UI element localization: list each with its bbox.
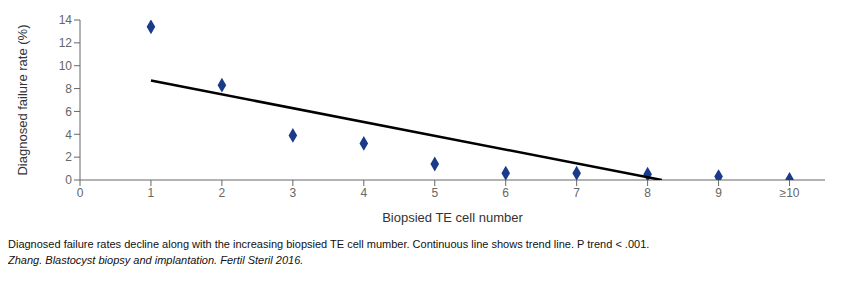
svg-text:2: 2 bbox=[65, 150, 72, 164]
svg-text:12: 12 bbox=[59, 36, 73, 50]
svg-text:Biopsied TE cell number: Biopsied TE cell number bbox=[382, 210, 523, 225]
svg-text:2: 2 bbox=[219, 186, 226, 200]
svg-text:4: 4 bbox=[360, 186, 367, 200]
svg-text:6: 6 bbox=[65, 105, 72, 119]
svg-text:5: 5 bbox=[431, 186, 438, 200]
svg-text:≥10: ≥10 bbox=[780, 186, 800, 200]
svg-text:0: 0 bbox=[77, 186, 84, 200]
svg-text:3: 3 bbox=[290, 186, 297, 200]
svg-text:4: 4 bbox=[65, 128, 72, 142]
svg-text:8: 8 bbox=[644, 186, 651, 200]
html-text:Diagnosed failure rates declin: Diagnosed failure rates decline along wi… bbox=[8, 238, 650, 250]
svg-text:Diagnosed failure rate (%): Diagnosed failure rate (%) bbox=[15, 24, 30, 175]
svg-text:9: 9 bbox=[715, 186, 722, 200]
svg-text:1: 1 bbox=[148, 186, 155, 200]
svg-text:14: 14 bbox=[59, 13, 73, 27]
svg-text:6: 6 bbox=[502, 186, 509, 200]
html-text:Zhang. Blastocyst biopsy and i: Zhang. Blastocyst biopsy and implantatio… bbox=[8, 254, 304, 266]
svg-text:10: 10 bbox=[59, 59, 73, 73]
svg-text:8: 8 bbox=[65, 82, 72, 96]
svg-text:7: 7 bbox=[573, 186, 580, 200]
svg-text:0: 0 bbox=[65, 173, 72, 187]
